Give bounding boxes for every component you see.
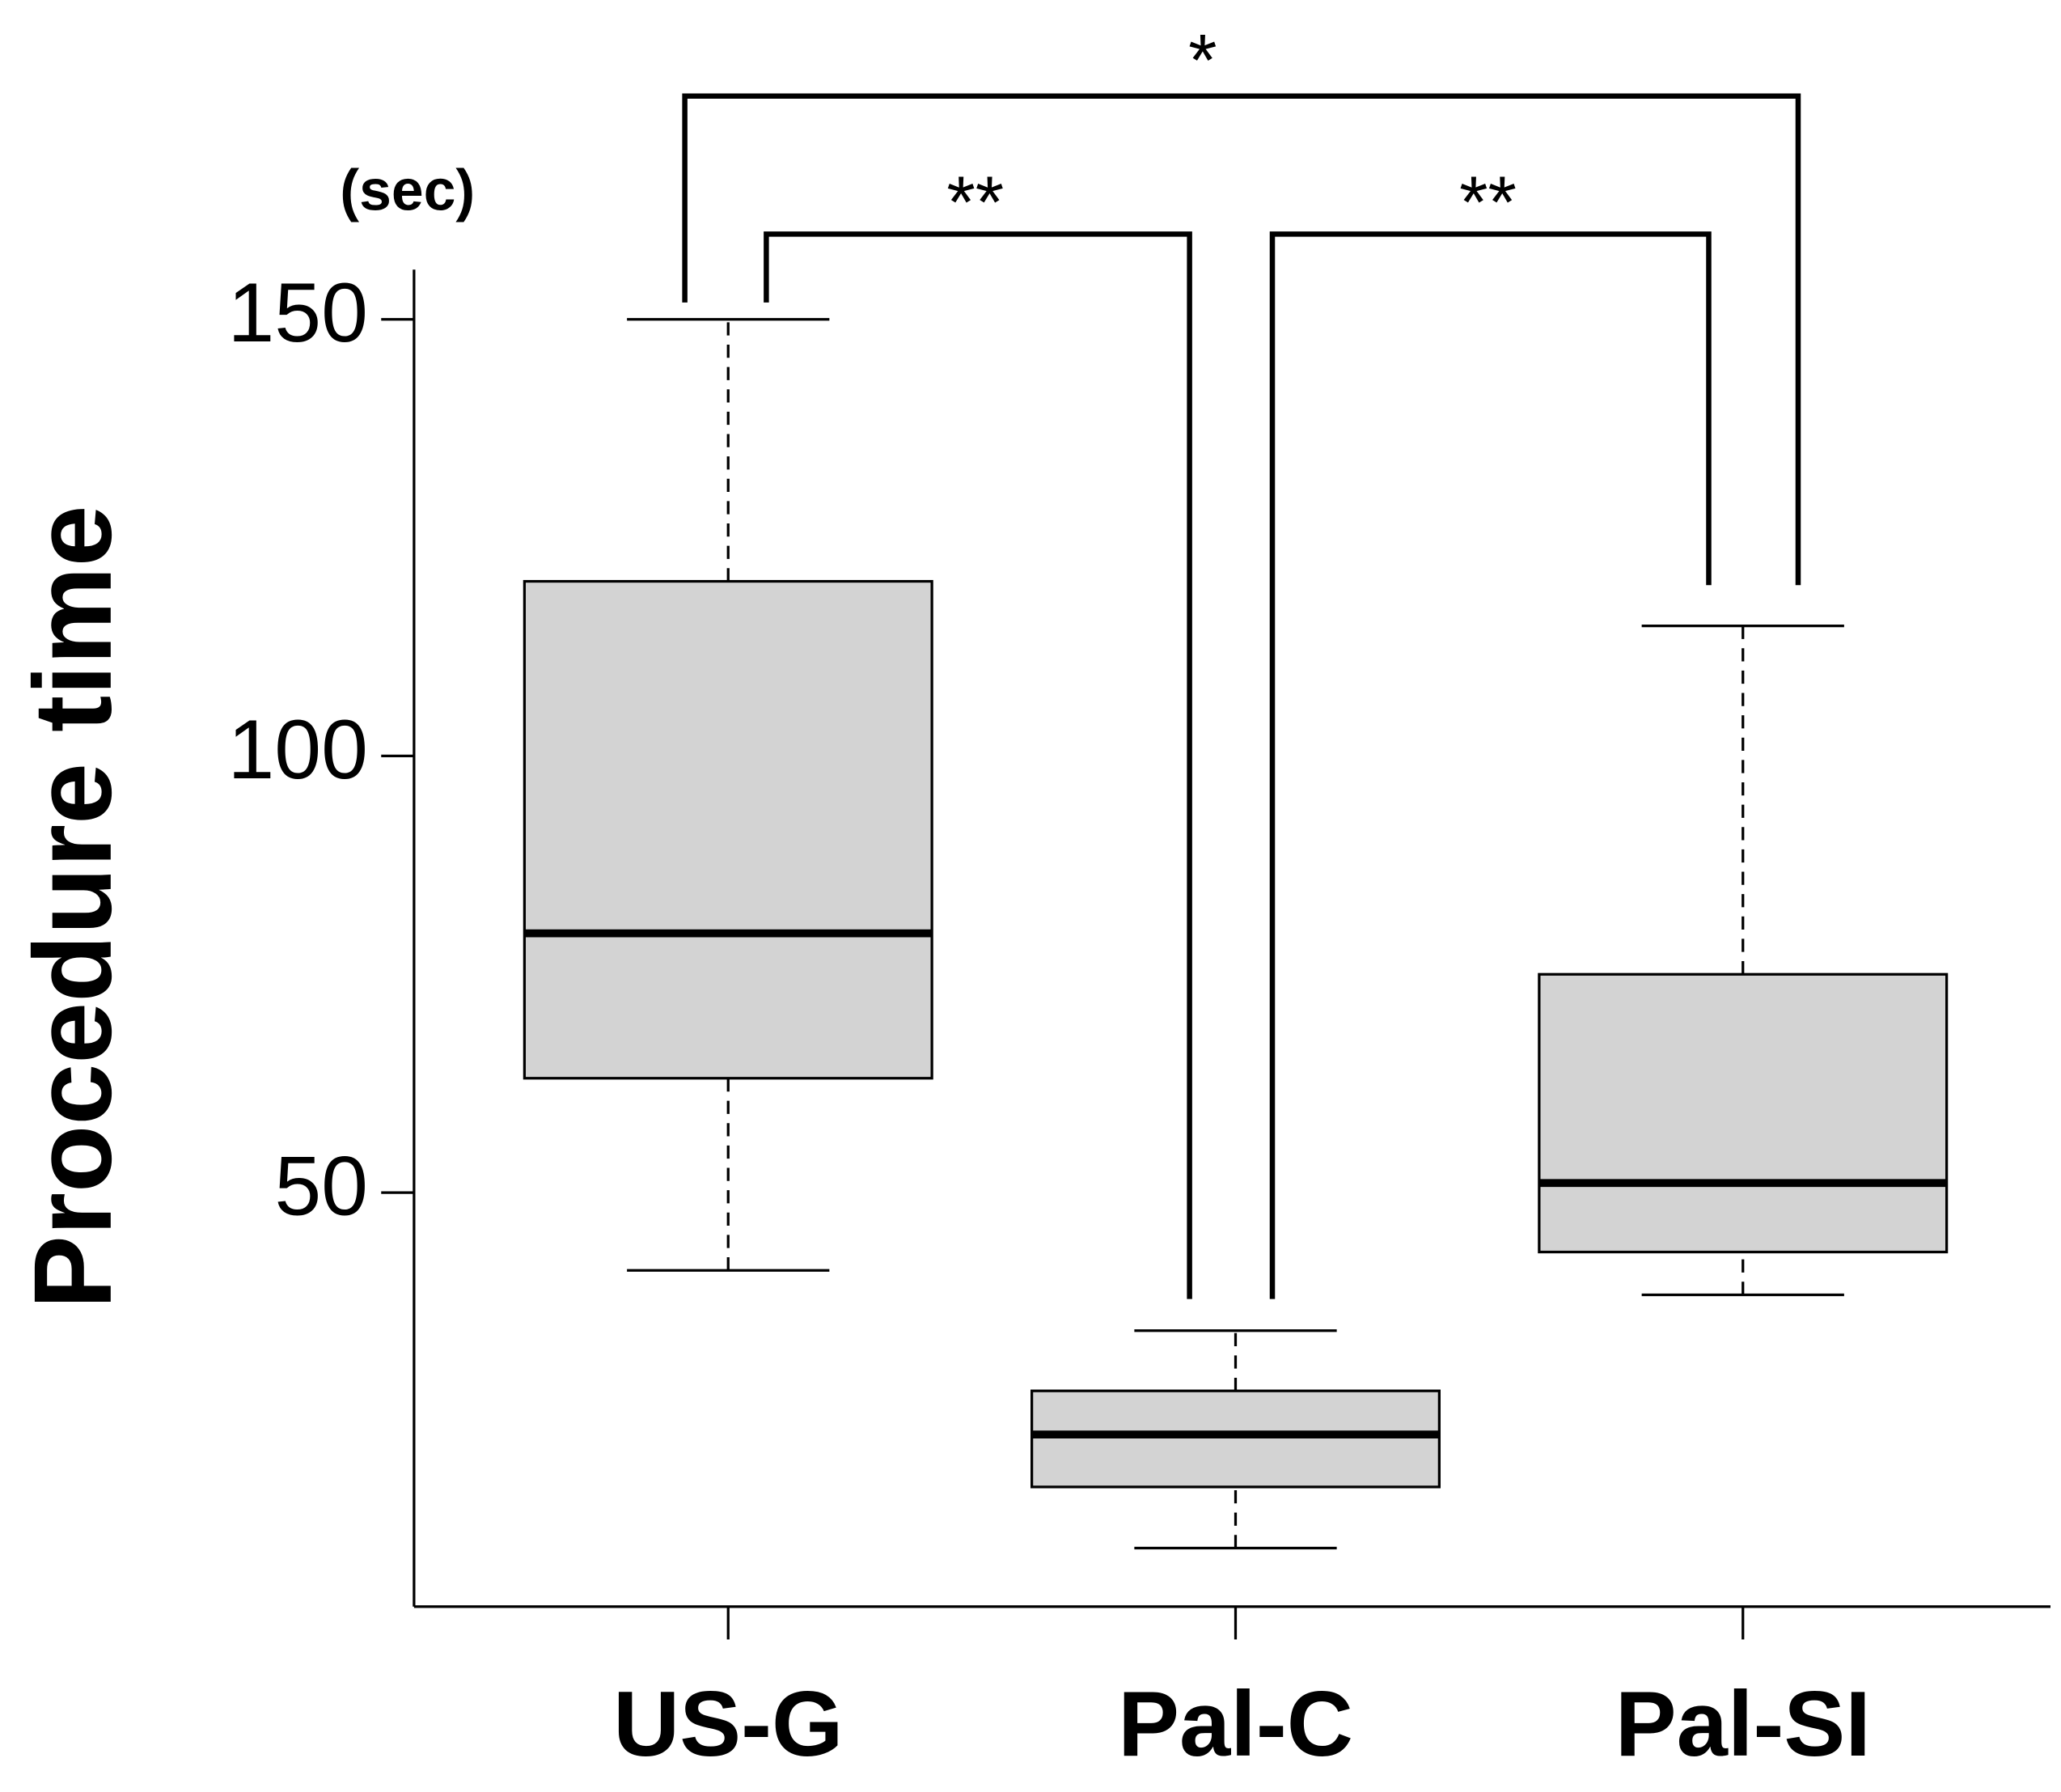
box [523, 579, 933, 1080]
significance-label: * [1188, 19, 1217, 101]
significance-label: ** [1459, 162, 1517, 244]
unit-label: (sec) [340, 158, 475, 222]
bracket [764, 231, 1192, 1299]
box [1030, 1389, 1441, 1489]
x-tick-label: Pal-C [1118, 1673, 1353, 1776]
y-tick-label: 100 [227, 703, 368, 797]
x-tick-label: Pal-SI [1615, 1673, 1871, 1776]
x-tick-label: US-G [613, 1673, 843, 1776]
bracket [1269, 231, 1712, 1299]
bracket [682, 93, 1801, 586]
y-tick-label: 50 [274, 1140, 368, 1234]
y-axis-label: Procedure time [11, 505, 134, 1309]
significance-brackets [682, 93, 1801, 1299]
box [1538, 972, 1949, 1254]
y-tick-label: 150 [227, 266, 368, 360]
significance-label: ** [946, 162, 1004, 244]
